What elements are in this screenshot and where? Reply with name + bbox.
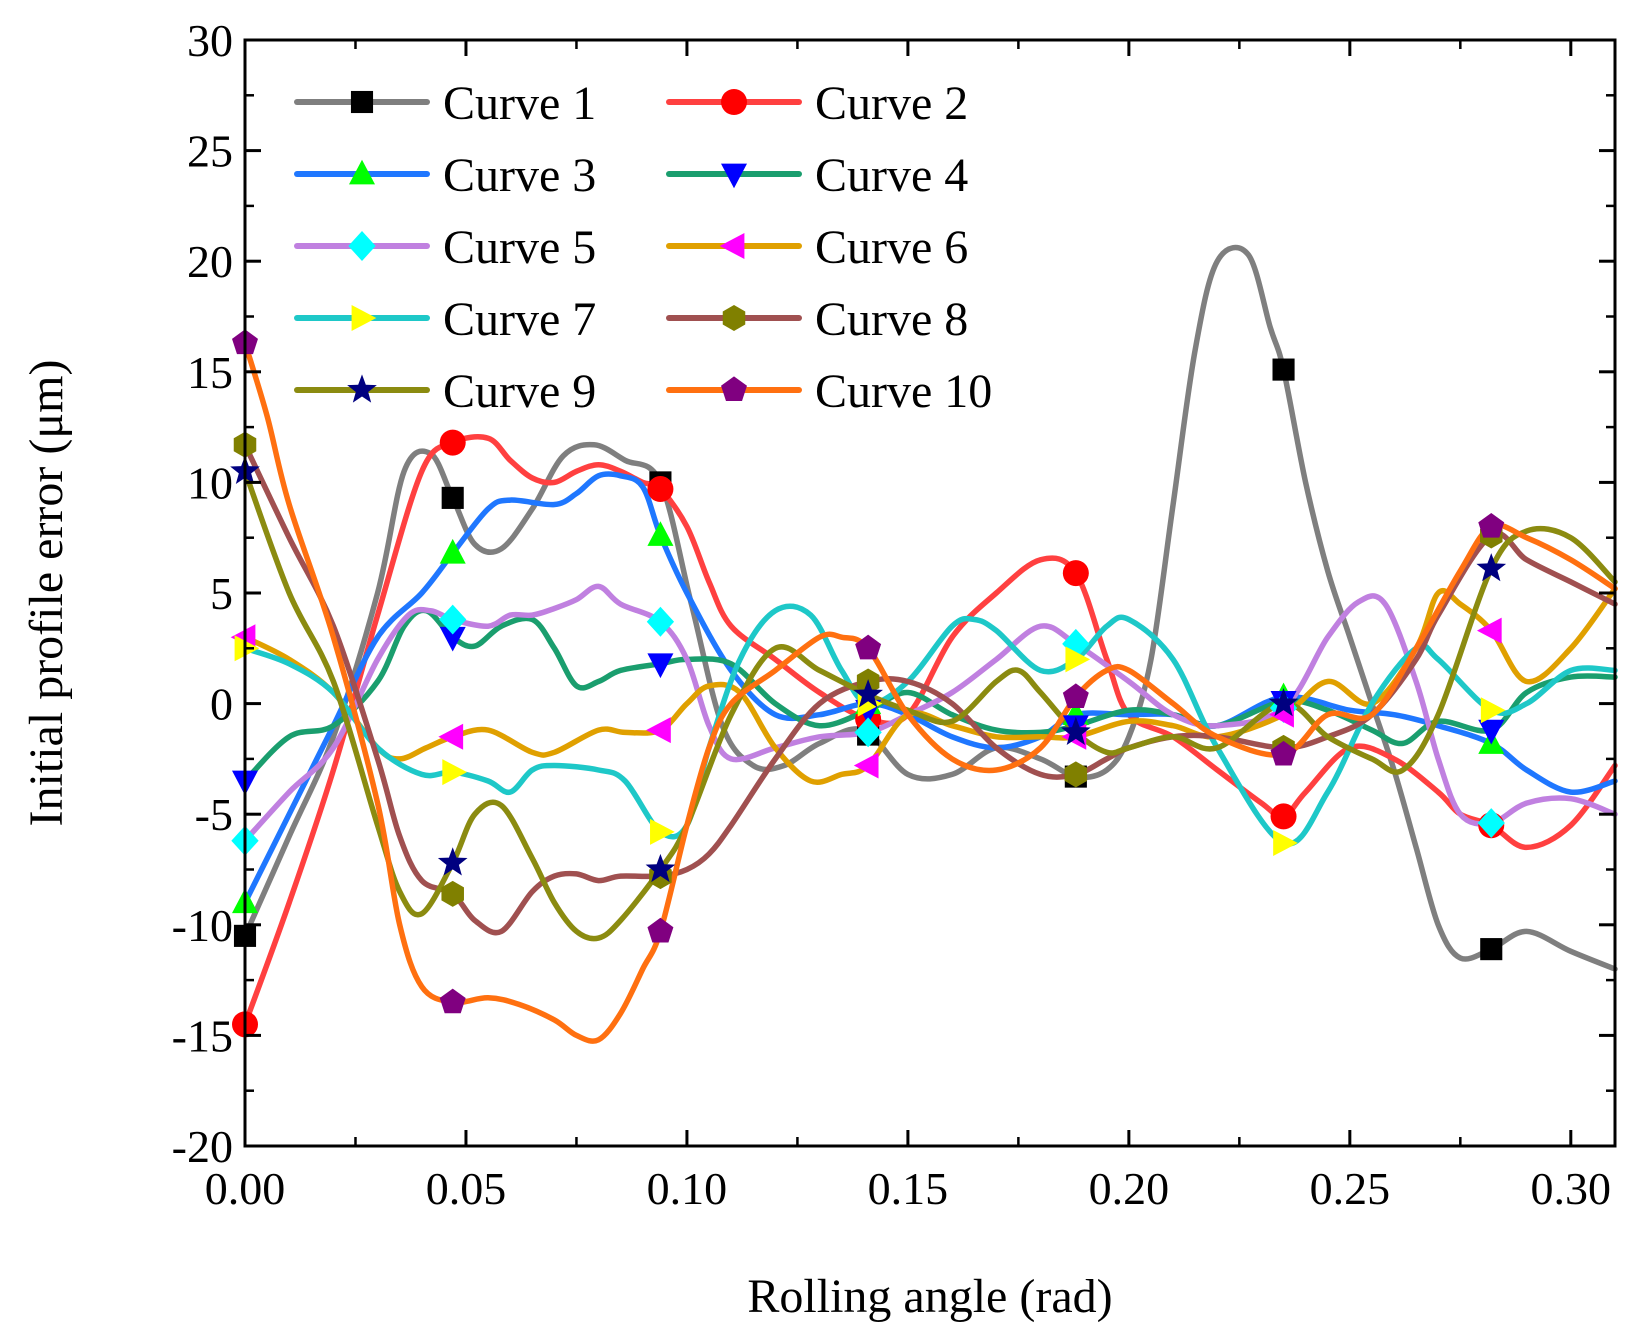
x-tick-label: 0.20 bbox=[1089, 1163, 1170, 1214]
data-point-curve-4 bbox=[647, 653, 674, 679]
legend-marker-square bbox=[350, 90, 374, 114]
x-tick-label: 0.05 bbox=[426, 1163, 507, 1214]
data-point-curve-1 bbox=[1272, 358, 1295, 381]
y-axis-title: Initial profile error (μm) bbox=[20, 360, 73, 827]
y-tick-label: 15 bbox=[187, 347, 233, 398]
data-point-curve-7 bbox=[1480, 697, 1506, 724]
data-point-curve-5 bbox=[1477, 808, 1505, 838]
legend-item-curve-9: Curve 9 bbox=[294, 365, 596, 418]
data-point-curve-7 bbox=[442, 759, 468, 786]
legend-marker-triangle-up bbox=[349, 159, 375, 185]
series-line-curve-10 bbox=[242, 340, 1618, 1044]
legend-marker-pentagon bbox=[721, 376, 747, 402]
data-point-curve-1 bbox=[441, 486, 464, 509]
legend-item-curve-2: Curve 2 bbox=[666, 77, 968, 130]
data-point-curve-8 bbox=[441, 880, 464, 907]
legend-label: Curve 10 bbox=[815, 365, 992, 418]
data-point-curve-9 bbox=[1061, 716, 1091, 745]
x-tick-label: 0.15 bbox=[868, 1163, 949, 1214]
legend-marker-circle bbox=[721, 89, 747, 115]
y-tick-label: 0 bbox=[210, 679, 233, 730]
legend-label: Curve 4 bbox=[815, 149, 968, 202]
data-point-curve-2 bbox=[1062, 560, 1089, 587]
legend-item-curve-4: Curve 4 bbox=[666, 149, 968, 202]
marker-layer bbox=[230, 329, 1507, 1038]
legend-label: Curve 9 bbox=[443, 365, 596, 418]
x-tick-label: 0.10 bbox=[647, 1163, 728, 1214]
legend: Curve 1 Curve 2 Curve 3 Curve 4 Curve 5 Curve… bbox=[294, 77, 992, 418]
legend-marker-triangle-down bbox=[721, 163, 747, 189]
data-point-curve-1 bbox=[1480, 938, 1503, 961]
data-point-curve-7 bbox=[1273, 829, 1298, 856]
legend-label: Curve 2 bbox=[815, 77, 968, 130]
x-axis-title: Rolling angle (rad) bbox=[747, 1270, 1112, 1323]
data-point-curve-9 bbox=[853, 679, 883, 708]
y-tick-label: 30 bbox=[187, 15, 233, 66]
legend-label: Curve 1 bbox=[443, 77, 596, 130]
data-point-curve-3 bbox=[647, 521, 674, 546]
y-tick-label: -5 bbox=[195, 789, 233, 840]
y-tick-label: -20 bbox=[172, 1121, 233, 1172]
data-point-curve-10 bbox=[1062, 683, 1089, 709]
data-point-curve-7 bbox=[1065, 646, 1091, 673]
data-point-curve-10 bbox=[1478, 512, 1505, 538]
data-point-curve-5 bbox=[854, 717, 882, 748]
data-point-curve-9 bbox=[645, 853, 676, 883]
legend-label: Curve 8 bbox=[815, 293, 968, 346]
data-point-curve-9 bbox=[1268, 688, 1299, 717]
data-point-curve-2 bbox=[1270, 803, 1297, 830]
legend-item-curve-3: Curve 3 bbox=[294, 149, 596, 202]
y-tick-label: 25 bbox=[187, 126, 233, 177]
data-point-curve-6 bbox=[853, 752, 879, 779]
legend-item-curve-7: Curve 7 bbox=[294, 293, 596, 346]
y-tick-label: 20 bbox=[187, 236, 233, 287]
legend-marker-triangle-left bbox=[719, 233, 745, 259]
y-tick-label: 5 bbox=[210, 568, 233, 619]
x-tick-label: 0.00 bbox=[205, 1163, 286, 1214]
data-point-curve-8 bbox=[1064, 761, 1088, 788]
y-tick-label: -10 bbox=[172, 900, 233, 951]
data-point-curve-6 bbox=[646, 717, 671, 744]
legend-item-curve-10: Curve 10 bbox=[666, 365, 992, 418]
legend-item-curve-6: Curve 6 bbox=[666, 221, 968, 274]
x-tick-label: 0.25 bbox=[1310, 1163, 1391, 1214]
data-point-curve-7 bbox=[650, 818, 675, 845]
data-point-curve-3 bbox=[439, 538, 466, 564]
data-point-curve-5 bbox=[646, 606, 675, 637]
plot-frame bbox=[243, 38, 1617, 1148]
data-point-curve-4 bbox=[1478, 719, 1505, 745]
y-tick-label: -15 bbox=[172, 1010, 233, 1061]
data-point-curve-2 bbox=[647, 476, 674, 503]
y-tick-label: 10 bbox=[187, 457, 233, 508]
legend-marker-triangle-right bbox=[351, 305, 377, 331]
data-point-curve-10 bbox=[439, 988, 466, 1014]
legend-item-curve-8: Curve 8 bbox=[666, 293, 968, 346]
legend-label: Curve 5 bbox=[443, 221, 596, 274]
data-point-curve-2 bbox=[439, 429, 466, 456]
data-point-curve-10 bbox=[647, 917, 674, 943]
x-tick-label: 0.30 bbox=[1531, 1163, 1612, 1214]
legend-label: Curve 3 bbox=[443, 149, 596, 202]
legend-item-curve-5: Curve 5 bbox=[294, 221, 596, 274]
series-line-curve-9 bbox=[242, 468, 1618, 942]
axis-layer: 0.00 0.05 0.10 0.15 0.20 0.25 0.30 -20 -15 -10 -5 0… bbox=[172, 15, 1615, 1214]
legend-marker-hexagon bbox=[722, 305, 746, 331]
legend-item-curve-1: Curve 1 bbox=[294, 77, 596, 130]
data-point-curve-6 bbox=[438, 723, 464, 750]
legend-marker-star bbox=[347, 374, 377, 403]
data-point-curve-10 bbox=[855, 634, 882, 660]
data-point-curve-5 bbox=[439, 604, 467, 635]
legend-marker-diamond bbox=[348, 231, 376, 261]
data-point-curve-9 bbox=[1476, 553, 1507, 582]
legend-label: Curve 7 bbox=[443, 293, 596, 346]
data-point-curve-9 bbox=[437, 847, 468, 876]
data-point-curve-4 bbox=[439, 626, 466, 652]
legend-label: Curve 6 bbox=[815, 221, 968, 274]
data-point-curve-5 bbox=[1062, 628, 1090, 659]
data-point-curve-10 bbox=[1270, 740, 1297, 766]
data-point-curve-6 bbox=[1476, 617, 1502, 644]
